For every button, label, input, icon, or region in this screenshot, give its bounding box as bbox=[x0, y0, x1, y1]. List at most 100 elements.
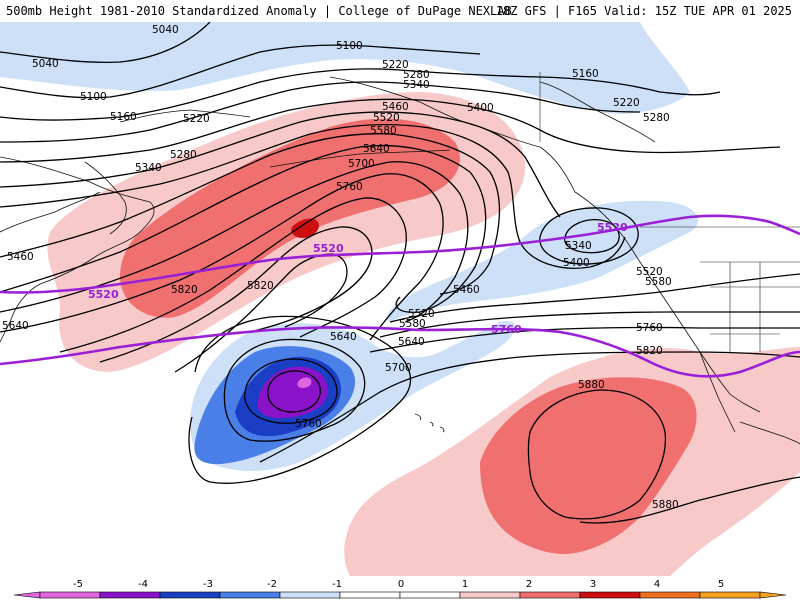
colorbar-segment bbox=[459, 591, 521, 599]
contour-label: 5640 bbox=[363, 143, 390, 155]
contour-label: 5100 bbox=[80, 91, 107, 103]
negative-anomaly-north bbox=[0, 22, 690, 114]
contour-label: 5820 bbox=[636, 345, 663, 357]
contour-label: 5400 bbox=[563, 257, 590, 269]
colorbar-canvas: -5 -4 -3 -2 -1 0 1 2 3 4 5 bbox=[13, 579, 787, 599]
contour-gulf-low-inner bbox=[564, 219, 620, 254]
colorbar-ticks: -5 -4 -3 -2 -1 0 1 2 3 4 5 bbox=[73, 579, 724, 590]
contour-label: 5640 bbox=[330, 331, 357, 343]
highlight-label: 5760 bbox=[491, 323, 522, 336]
colorbar-segment bbox=[699, 591, 761, 599]
anomaly-colorbar: -5 -4 -3 -2 -1 0 1 2 3 4 5 bbox=[0, 576, 800, 600]
positive-anomaly-max bbox=[291, 218, 319, 238]
contour-label: 5040 bbox=[32, 58, 59, 70]
colorbar-segment bbox=[579, 591, 641, 599]
contour-5220 bbox=[0, 81, 641, 143]
anomaly-shading bbox=[0, 22, 800, 576]
contour-label: 5340 bbox=[565, 240, 592, 252]
highlight-label: 5520 bbox=[313, 242, 344, 255]
contour-5100 bbox=[0, 44, 481, 99]
contour-label: 5220 bbox=[183, 113, 210, 125]
contour-label: 5880 bbox=[652, 499, 679, 511]
contour-low-core bbox=[267, 370, 321, 413]
colorbar-tick-label: -4 bbox=[138, 579, 148, 590]
negative-anomaly-central-5 bbox=[297, 377, 312, 388]
contour-label: 5280 bbox=[643, 112, 670, 124]
colorbar-segment bbox=[519, 591, 581, 599]
contour-label: 5880 bbox=[578, 379, 605, 391]
colorbar-segment bbox=[639, 591, 701, 599]
contour-label: 5280 bbox=[170, 149, 197, 161]
map-title: 500mb Height 1981-2010 Standardized Anom… bbox=[6, 4, 512, 18]
contour-5820-east bbox=[259, 351, 800, 463]
weather-map: 5040 5040 5100 5100 5160 5160 5220 5220 … bbox=[0, 22, 800, 576]
contour-5880-south bbox=[579, 476, 800, 524]
contour-label: 5580 bbox=[370, 125, 397, 137]
contour-5160 bbox=[0, 68, 721, 121]
contour-label: 5700 bbox=[385, 362, 412, 374]
contour-label: 5820 bbox=[171, 284, 198, 296]
contour-label: 5760 bbox=[295, 418, 322, 430]
highlight-contour-5760 bbox=[0, 326, 800, 378]
colorbar-tick-label: 5 bbox=[718, 579, 724, 590]
contour-label: 5520 bbox=[373, 112, 400, 124]
contour-label: 5640 bbox=[398, 336, 425, 348]
contour-label: 5460 bbox=[453, 284, 480, 296]
contour-5880-east bbox=[527, 389, 667, 520]
contour-label: 5460 bbox=[382, 101, 409, 113]
highlight-contour-5520 bbox=[0, 214, 800, 294]
contour-5760 bbox=[99, 226, 373, 363]
model-run-info: 18Z GFS | F165 Valid: 15Z TUE APR 01 202… bbox=[495, 4, 792, 18]
contour-5640 bbox=[0, 173, 444, 341]
colorbar-segment bbox=[399, 591, 461, 599]
colorbar-segment bbox=[159, 591, 221, 599]
contour-low-mid bbox=[223, 338, 366, 442]
contour-label: 5760 bbox=[336, 181, 363, 193]
highlight-label: 5520 bbox=[88, 288, 119, 301]
colorbar-segment bbox=[279, 591, 341, 599]
colorbar-tick-label: 3 bbox=[590, 579, 596, 590]
contour-5040 bbox=[0, 22, 211, 63]
contour-label: 5220 bbox=[382, 59, 409, 71]
contour-label: 5340 bbox=[403, 79, 430, 91]
map-canvas: 5040 5040 5100 5100 5160 5160 5220 5220 … bbox=[0, 22, 800, 576]
contour-5700 bbox=[59, 197, 407, 353]
contour-low-outer bbox=[188, 315, 411, 484]
contour-label: 5460 bbox=[7, 251, 34, 263]
map-header: 500mb Height 1981-2010 Standardized Anom… bbox=[0, 0, 800, 22]
colorbar-tick-label: -3 bbox=[203, 579, 213, 590]
colorbar-arrow-left bbox=[13, 591, 41, 599]
positive-anomaly-east-core bbox=[480, 377, 697, 554]
contour-label: 5400 bbox=[467, 102, 494, 114]
contour-5460 bbox=[0, 133, 501, 295]
contour-5280 bbox=[0, 98, 781, 163]
negative-anomaly-northwest bbox=[0, 22, 120, 50]
contour-label: 5100 bbox=[336, 40, 363, 52]
contour-label: 5280 bbox=[403, 69, 430, 81]
contour-label: 5160 bbox=[572, 68, 599, 80]
contour-label: 5520 bbox=[408, 308, 435, 320]
highlight-labels: 5520 5520 5520 5760 bbox=[88, 221, 628, 336]
contour-labels: 5040 5040 5100 5100 5160 5160 5220 5220 … bbox=[2, 24, 679, 511]
contour-5760-east bbox=[369, 326, 800, 353]
contour-5400 bbox=[0, 124, 626, 269]
colorbar-tick-label: -2 bbox=[267, 579, 277, 590]
colorbar-arrow-right bbox=[759, 591, 787, 599]
colorbar-tick-label: -5 bbox=[73, 579, 83, 590]
contour-label: 5220 bbox=[613, 97, 640, 109]
colorbar-segment bbox=[39, 591, 101, 599]
contour-label: 5760 bbox=[636, 322, 663, 334]
contour-5580 bbox=[0, 161, 469, 323]
contour-5340 bbox=[0, 111, 561, 218]
contour-5640-east bbox=[389, 273, 800, 323]
highlight-contours bbox=[0, 214, 800, 378]
contour-label: 5040 bbox=[152, 24, 179, 36]
colorbar-tick-label: 4 bbox=[654, 579, 660, 590]
colorbar-tick-label: -1 bbox=[332, 579, 342, 590]
contour-5520 bbox=[0, 144, 487, 313]
colorbar-segment bbox=[99, 591, 161, 599]
contour-label: 5580 bbox=[399, 318, 426, 330]
colorbar-segment bbox=[339, 591, 401, 599]
contour-label: 5520 bbox=[636, 266, 663, 278]
highlight-label: 5520 bbox=[597, 221, 628, 234]
